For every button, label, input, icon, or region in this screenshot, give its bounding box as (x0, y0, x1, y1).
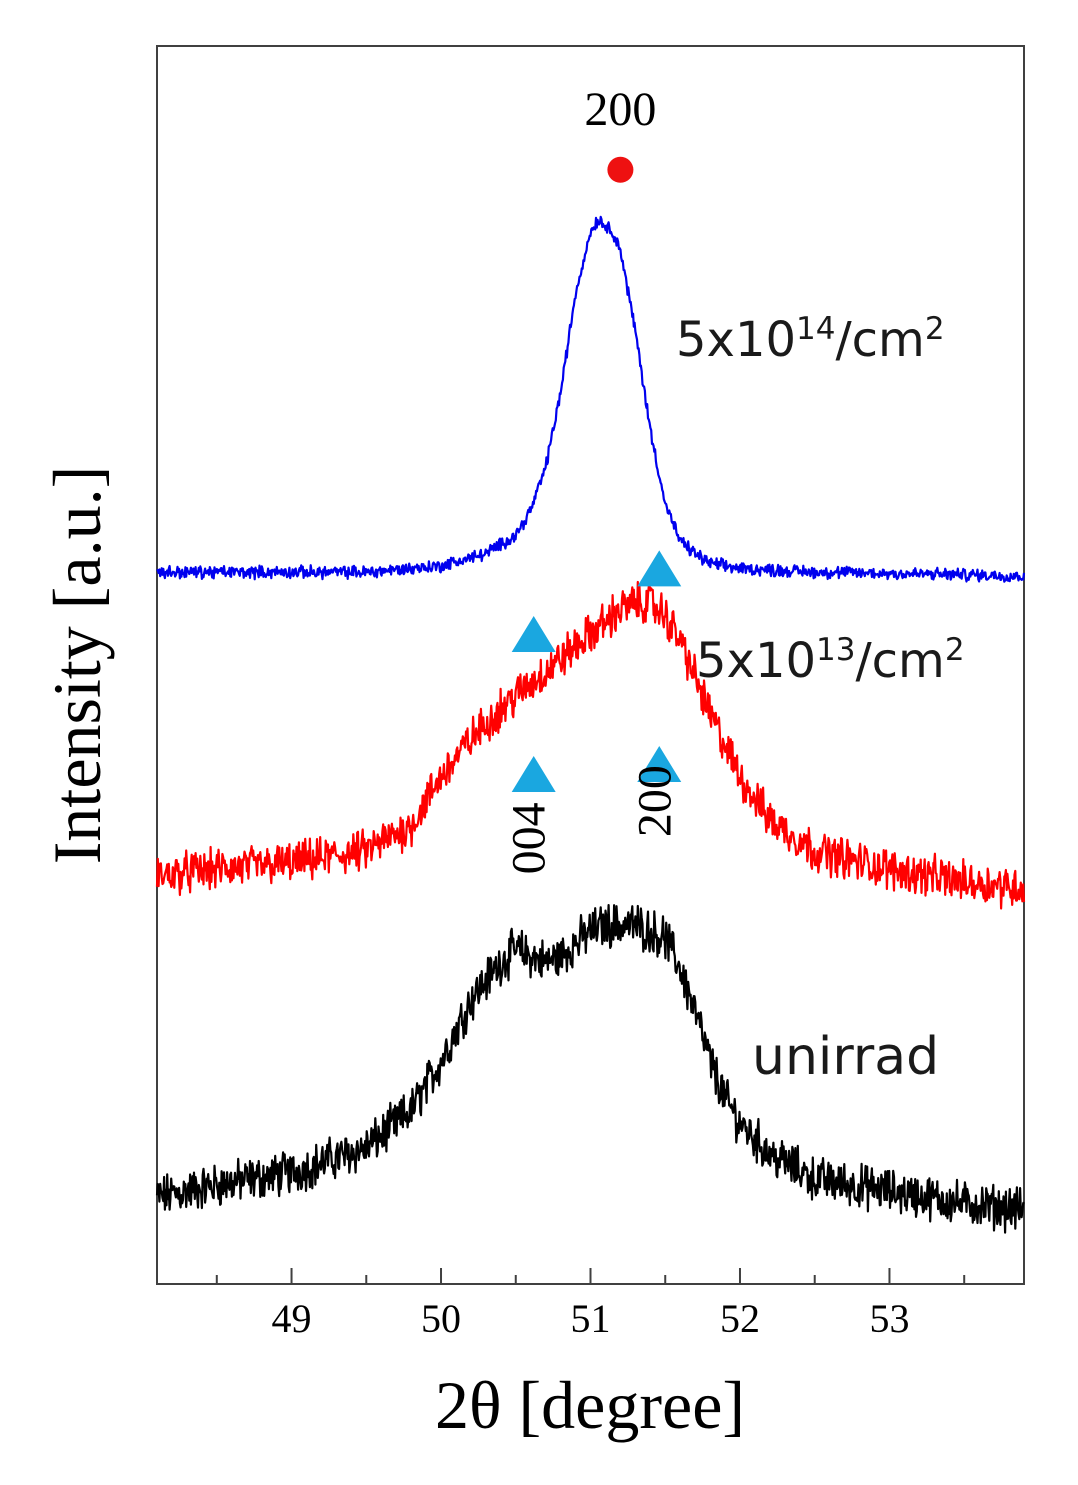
series-label-unirrad: unirrad (752, 1027, 939, 1087)
peak-annotations: 200 004 200 (503, 83, 682, 874)
peak-annotation: 200 (628, 765, 681, 837)
x-tick-label: 51 (571, 1296, 611, 1341)
peak-annotation: 200 (584, 83, 656, 136)
peak-marker-triangle (511, 616, 556, 653)
peak-marker-circle (607, 156, 634, 183)
series-label-5e14: 5x1014/cm2 (676, 311, 945, 368)
peak-marker-triangle (637, 550, 682, 587)
x-tick-label: 50 (421, 1296, 461, 1341)
peak-marker-triangle (637, 746, 682, 783)
x-tick-label: 52 (720, 1296, 760, 1341)
x-tick-label: 49 (272, 1296, 312, 1341)
peak-annotation: 004 (503, 802, 556, 874)
y-axis-title: Intensity [a.u.] (39, 466, 115, 864)
series-layer (155, 215, 1026, 1234)
series-line-2 (156, 215, 1026, 583)
series-line-1 (155, 580, 1026, 910)
x-axis-title: 2θ [degree] (435, 1367, 745, 1443)
x-axis-ticks (215, 1268, 966, 1284)
series-line-0 (155, 904, 1025, 1234)
peak-marker-triangle (511, 755, 556, 792)
x-tick-label: 53 (869, 1296, 909, 1341)
series-label-5e13: 5x1013/cm2 (696, 632, 965, 689)
peak-markers (511, 156, 682, 792)
x-axis-tick-labels: 49 50 51 52 53 (272, 1296, 910, 1341)
